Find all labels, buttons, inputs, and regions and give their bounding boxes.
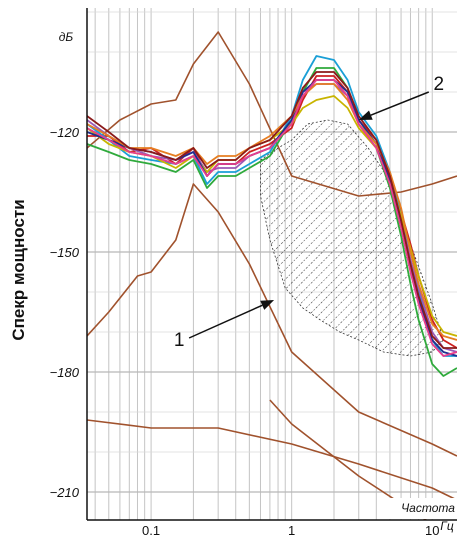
annotation-label: 1 <box>174 330 185 351</box>
annotation-label: 2 <box>433 74 444 95</box>
x-tick-labels: 0.1 1 10 <box>142 523 439 537</box>
series-lines <box>87 31 457 520</box>
series-line-1 <box>87 31 457 197</box>
x-tick-label: 1 <box>288 523 295 537</box>
x-tick-label: 0.1 <box>142 523 160 537</box>
y-tick-label: −150 <box>50 245 80 260</box>
series-line-13 <box>87 71 457 349</box>
x-unit-label: Гц <box>440 519 454 533</box>
series-line-4 <box>269 399 428 520</box>
annotation-arrow-line <box>188 304 263 339</box>
y-axis-title: Спекр мощности <box>9 199 28 340</box>
hatched-area <box>260 119 444 357</box>
y-tick-label: −120 <box>50 125 80 140</box>
y-unit-label: дБ <box>59 30 74 44</box>
annotation-arrow-head <box>358 110 373 120</box>
y-tick-labels: −120 −150 −180 −210 <box>50 125 80 500</box>
x-axis-title: Частота <box>401 501 455 515</box>
y-tick-label: −210 <box>50 485 80 500</box>
annotations: 12 <box>174 74 444 351</box>
x-unit-label-bg <box>383 498 457 519</box>
hatched-region <box>260 119 444 357</box>
annotation-arrow-line <box>370 91 430 116</box>
x-tick-label: 10 <box>425 523 439 537</box>
series-line-2 <box>87 183 457 457</box>
series-line-12 <box>87 79 457 357</box>
annotation-arrow-head <box>260 300 275 310</box>
y-tick-label: −180 <box>50 365 80 380</box>
series-line-3 <box>87 419 457 501</box>
